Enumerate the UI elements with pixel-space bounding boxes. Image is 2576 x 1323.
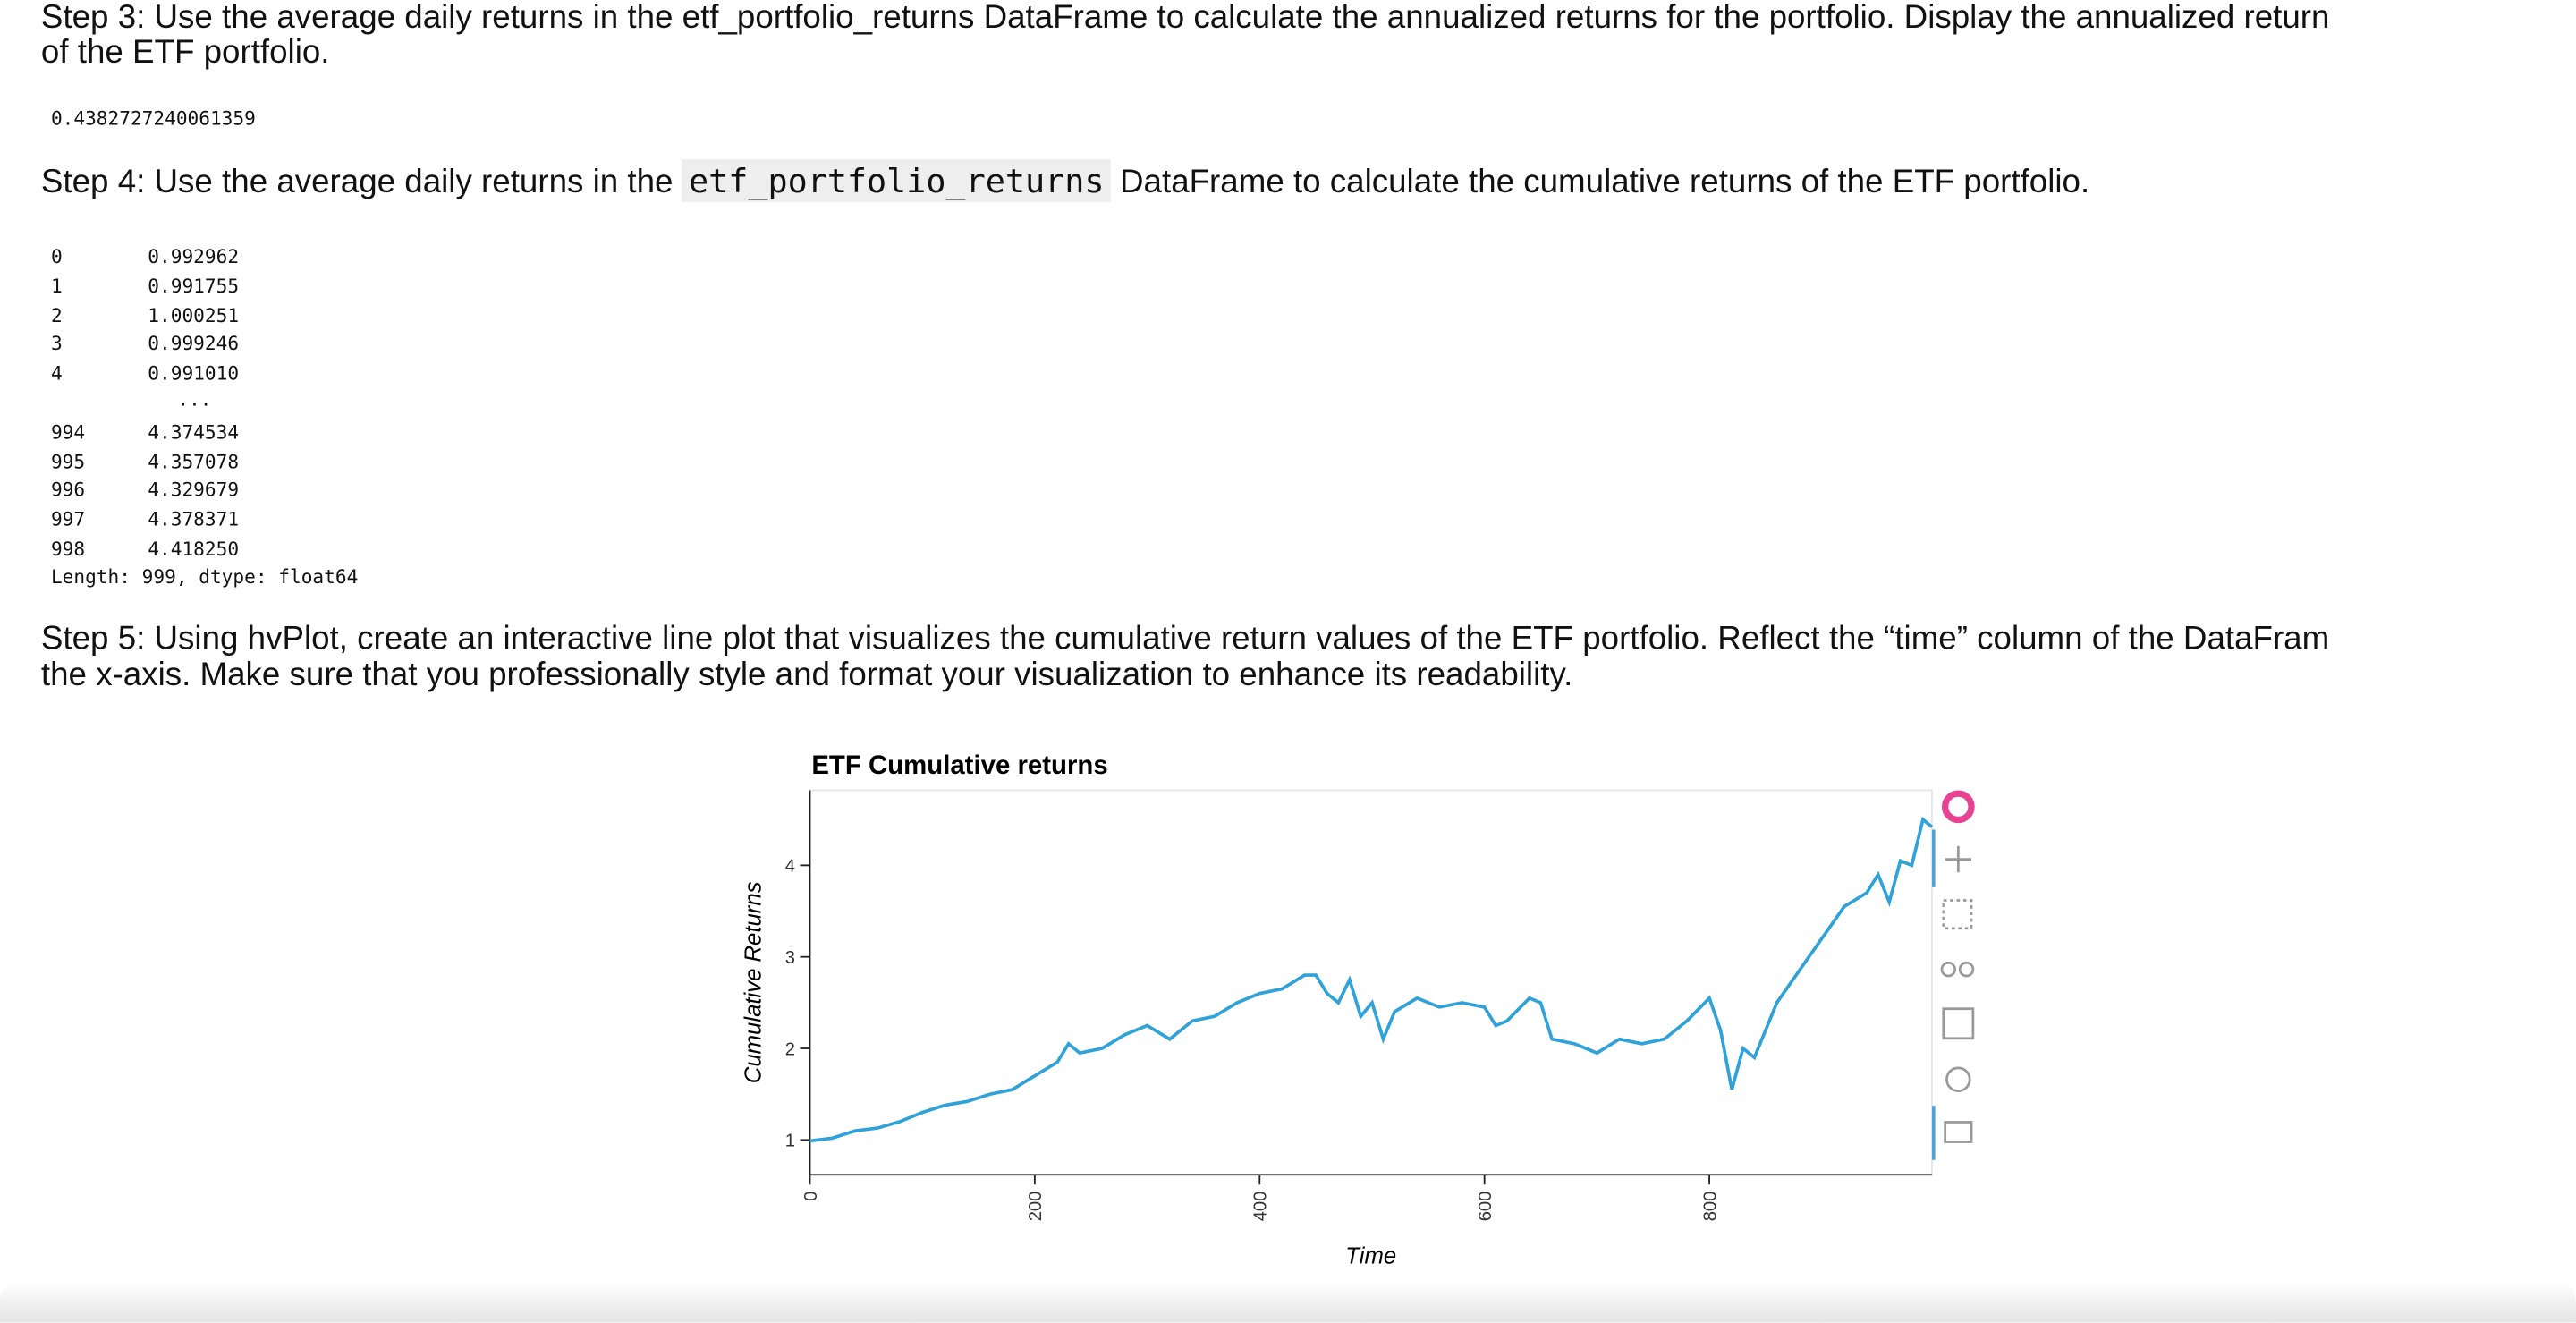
x-tick-label: 200 <box>1026 1192 1046 1222</box>
step5-line: the x-axis. Make sure that you professio… <box>40 657 1573 694</box>
y-tick-label: 1 <box>785 1132 795 1151</box>
line <box>809 816 1934 1143</box>
series-index: 994 <box>50 420 86 444</box>
inline-code: etf_portfolio_returns <box>682 159 1111 202</box>
save-tool[interactable] <box>1942 1007 1975 1040</box>
series-value: 4.357078 <box>148 449 240 473</box>
series-index: 0 <box>50 244 63 268</box>
x-tick-label: 0 <box>801 1192 821 1201</box>
series-index: 3 <box>50 332 63 356</box>
footer: Length: 999, dtype: float64 <box>50 564 359 589</box>
y-tick-label: 3 <box>785 948 795 968</box>
window-edge <box>0 1281 2576 1323</box>
x-tick-label: 400 <box>1251 1192 1271 1222</box>
text: DataFrame to calculate the cumulative re… <box>1120 164 2090 201</box>
series-value: 0.991010 <box>148 361 240 386</box>
y-axis-label: Cumulative Returns <box>741 881 766 1083</box>
series-index: 1 <box>50 274 63 298</box>
step5-line: Step 5: Using hvPlot, create an interact… <box>40 621 2330 657</box>
x-tick-label: 600 <box>1476 1192 1496 1222</box>
series-value: 4.378371 <box>148 507 240 531</box>
series-value: 4.329679 <box>148 479 240 502</box>
series-value: 0.991755 <box>148 274 240 298</box>
series-value: 0.999246 <box>148 332 240 356</box>
x-axis-label: Time <box>1345 1243 1396 1268</box>
wheel-zoom-tool[interactable] <box>1940 961 1957 978</box>
text: Step 4: Use the average daily returns in… <box>40 164 674 201</box>
bokeh-logo[interactable] <box>1941 790 1975 824</box>
y-tick-label: 2 <box>785 1039 795 1059</box>
y-tick-label: 4 <box>785 857 795 877</box>
chart-title: ETF Cumulative returns <box>811 751 1107 780</box>
hover-tool[interactable] <box>1944 1121 1973 1143</box>
box-zoom-tool[interactable] <box>1942 899 1973 930</box>
x-tick-label: 800 <box>1700 1192 1720 1222</box>
ellipsis: ... <box>177 387 212 411</box>
series-value: 1.000251 <box>148 303 240 327</box>
plot-frame <box>809 789 1933 1176</box>
series-index: 996 <box>50 479 86 502</box>
pan-tool[interactable] <box>1945 845 1972 873</box>
series-index: 995 <box>50 449 86 473</box>
output: 0.4382727240061359 <box>50 106 256 131</box>
wheel-zoom-tool[interactable] <box>1958 961 1975 978</box>
step3-line: of the ETF portfolio. <box>40 34 330 71</box>
series-index: 998 <box>50 537 86 561</box>
series-index: 2 <box>50 303 63 327</box>
step3-line: Step 3: Use the average daily returns in… <box>40 0 2330 37</box>
reset-tool[interactable] <box>1945 1066 1971 1092</box>
step4: Step 4: Use the average daily returns in… <box>40 159 2090 202</box>
series-index: 997 <box>50 507 86 531</box>
series-value: 0.992962 <box>148 244 240 268</box>
series-value: 4.418250 <box>148 537 240 561</box>
series-index: 4 <box>50 361 63 386</box>
series-value: 4.374534 <box>148 420 240 444</box>
toolbar <box>1940 790 1975 1143</box>
